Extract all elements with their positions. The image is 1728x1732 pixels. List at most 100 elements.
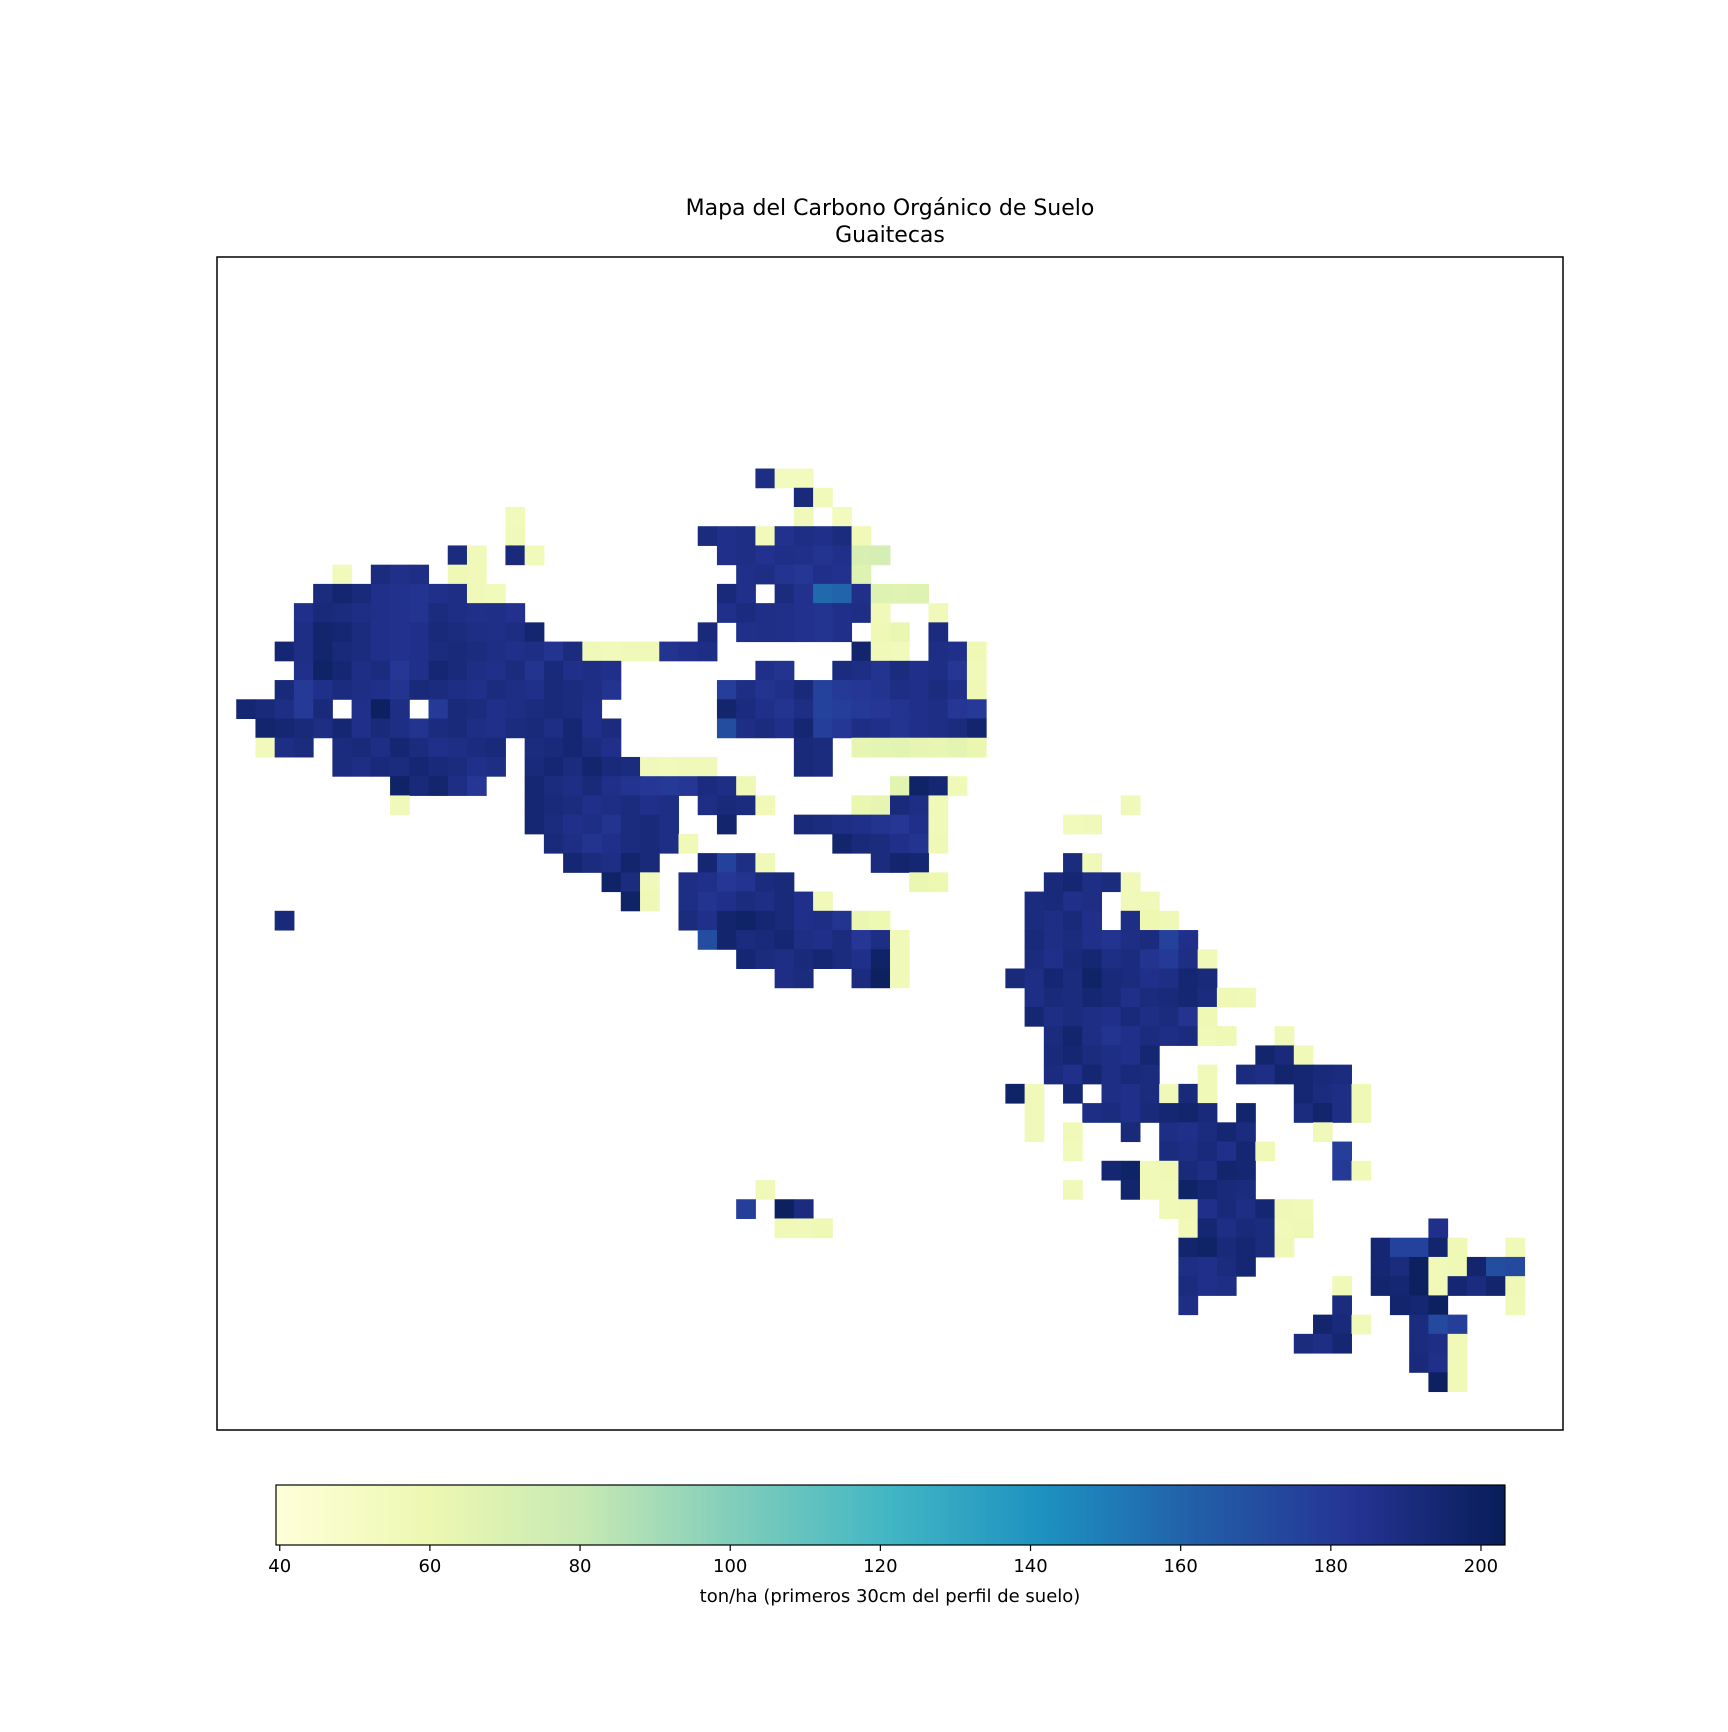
heatmap-cell xyxy=(755,680,776,700)
heatmap-cell xyxy=(486,660,506,681)
heatmap-cell xyxy=(640,795,660,816)
heatmap-cell xyxy=(851,949,872,969)
heatmap-cell xyxy=(716,853,737,873)
heatmap-cell xyxy=(793,622,814,643)
heatmap-cell xyxy=(428,660,449,681)
heatmap-cell xyxy=(601,853,622,873)
heatmap-cell xyxy=(1101,1026,1122,1046)
heatmap-cell xyxy=(620,833,641,854)
heatmap-cell xyxy=(716,699,737,720)
heatmap-cell xyxy=(909,795,929,816)
heatmap-cell xyxy=(351,756,372,777)
heatmap-cell xyxy=(928,641,949,662)
heatmap-cell xyxy=(428,718,449,739)
heatmap-cell xyxy=(409,603,430,623)
heatmap-cell xyxy=(774,949,795,969)
heatmap-cell xyxy=(543,814,564,835)
heatmap-cell xyxy=(543,699,564,720)
heatmap-cell xyxy=(890,680,910,700)
heatmap-cell xyxy=(428,622,449,643)
heatmap-cell xyxy=(736,776,756,796)
heatmap-cell xyxy=(255,737,276,758)
heatmap-cell xyxy=(466,660,487,681)
heatmap-cell xyxy=(832,814,853,835)
heatmap-cell xyxy=(1159,1180,1179,1200)
heatmap-cell xyxy=(1447,1353,1468,1373)
heatmap-cell xyxy=(678,872,699,893)
heatmap-cell xyxy=(332,564,353,585)
heatmap-cell xyxy=(1236,987,1256,1008)
heatmap-cell xyxy=(1255,1199,1276,1219)
heatmap-cell xyxy=(1139,930,1160,950)
heatmap-cell xyxy=(755,718,776,739)
heatmap-cell xyxy=(293,680,314,700)
heatmap-cell xyxy=(1178,1006,1199,1027)
heatmap-cell xyxy=(1351,1083,1372,1104)
heatmap-cell xyxy=(1043,987,1064,1008)
heatmap-cell xyxy=(1216,1026,1237,1046)
heatmap-cell xyxy=(697,853,718,873)
heatmap-cell xyxy=(697,910,718,931)
heatmap-cell xyxy=(1178,1237,1199,1258)
heatmap-cell xyxy=(716,680,737,700)
heatmap-cell xyxy=(601,641,622,662)
heatmap-cell xyxy=(293,660,314,681)
heatmap-cell xyxy=(793,949,814,969)
heatmap-cell xyxy=(447,564,468,585)
heatmap-cell xyxy=(409,776,430,796)
heatmap-cell xyxy=(774,699,795,720)
heatmap-cell xyxy=(1101,949,1122,969)
heatmap-cell xyxy=(390,641,410,662)
heatmap-cell xyxy=(947,660,968,681)
heatmap-cell xyxy=(543,776,564,796)
heatmap-cell xyxy=(793,699,814,720)
heatmap-cell xyxy=(466,776,487,796)
heatmap-cell xyxy=(428,603,449,623)
heatmap-cell xyxy=(505,506,526,527)
heatmap-cell xyxy=(255,699,276,720)
heatmap-cell xyxy=(640,641,660,662)
heatmap-cell xyxy=(524,814,545,835)
heatmap-cell xyxy=(1043,1006,1064,1027)
heatmap-cell xyxy=(524,641,545,662)
heatmap-cell xyxy=(1139,1103,1160,1123)
heatmap-cell xyxy=(1024,987,1045,1008)
heatmap-cell xyxy=(313,660,333,681)
heatmap-cell xyxy=(466,564,487,585)
heatmap-cell xyxy=(1139,968,1160,989)
heatmap-cell xyxy=(351,641,372,662)
heatmap-cell xyxy=(274,737,295,758)
heatmap-cell xyxy=(1236,1064,1256,1085)
heatmap-cell xyxy=(1313,1083,1333,1104)
heatmap-cell xyxy=(832,506,853,527)
heatmap-cell xyxy=(774,603,795,623)
heatmap-cell xyxy=(793,1199,814,1219)
heatmap-cell xyxy=(1082,1064,1103,1085)
heatmap-cell xyxy=(1255,1237,1276,1258)
heatmap-cell xyxy=(890,641,910,662)
heatmap-cell xyxy=(447,545,468,566)
heatmap-cell xyxy=(793,603,814,623)
heatmap-cell xyxy=(486,583,506,604)
heatmap-cell xyxy=(620,756,641,777)
heatmap-cell xyxy=(716,910,737,931)
heatmap-cell xyxy=(870,603,891,623)
heatmap-cell xyxy=(1389,1256,1410,1277)
heatmap-cell xyxy=(755,699,776,720)
heatmap-cell xyxy=(1139,1006,1160,1027)
heatmap-cell xyxy=(1120,1103,1141,1123)
heatmap-cell xyxy=(774,583,795,604)
heatmap-cell xyxy=(793,910,814,931)
heatmap-cell xyxy=(1389,1276,1410,1296)
heatmap-cell xyxy=(1274,1199,1295,1219)
heatmap-cell xyxy=(909,814,929,835)
heatmap-cell xyxy=(274,699,295,720)
heatmap-cell xyxy=(1139,910,1160,931)
heatmap-cell xyxy=(466,718,487,739)
heatmap-cell xyxy=(755,1180,776,1200)
heatmap-cell xyxy=(755,468,776,489)
heatmap-cell xyxy=(1178,1218,1199,1239)
heatmap-cell xyxy=(486,699,506,720)
heatmap-cell xyxy=(890,622,910,643)
